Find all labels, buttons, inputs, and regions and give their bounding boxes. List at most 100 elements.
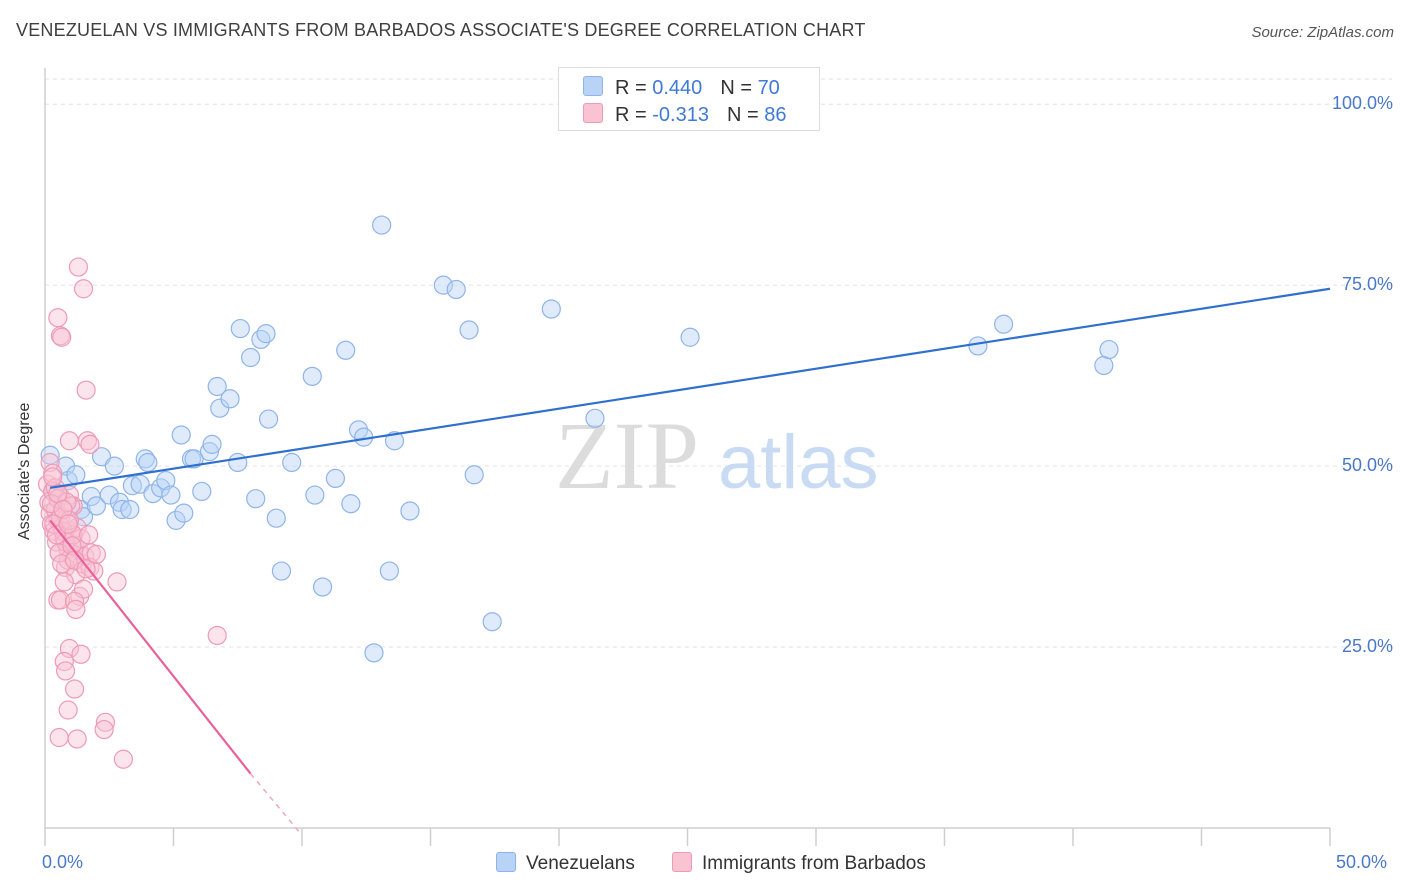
barbados-point — [64, 591, 85, 612]
r-value: 0.440 — [652, 77, 703, 99]
legend-row-barbados: R = -0.313 N = 86 — [583, 103, 786, 127]
legend-label: Immigrants from Barbados — [702, 853, 926, 874]
barbados-point — [58, 514, 78, 534]
y-tick-label: 75.0% — [1341, 274, 1393, 295]
barbados-point — [66, 599, 86, 620]
venezuelan-point — [464, 465, 484, 485]
venezuelan-point — [379, 561, 399, 581]
barbados-point — [113, 749, 133, 769]
venezuelan-point — [161, 485, 181, 505]
venezuelan-point — [541, 299, 561, 319]
legend-swatch-blue — [583, 76, 603, 96]
n-label: N = — [726, 104, 765, 126]
venezuelan-point — [112, 499, 132, 520]
venezuelan-point — [230, 318, 250, 339]
venezuelan-point — [228, 452, 248, 473]
venezuelan-point — [192, 481, 212, 502]
venezuelan-point — [482, 612, 502, 632]
n-label: N = — [720, 77, 758, 99]
x-tick-label-max: 50.0% — [1336, 852, 1388, 872]
y-tick-label: 100.0% — [1331, 93, 1393, 114]
barbados-point — [41, 494, 62, 514]
venezuelan-trend-line — [49, 287, 1331, 489]
barbados-trend-line-dashed — [250, 773, 303, 836]
barbados-point — [79, 525, 99, 545]
venezuelan-point — [202, 434, 222, 454]
y-tick-label: 50.0% — [1341, 455, 1393, 476]
venezuelan-point — [400, 501, 420, 521]
barbados-point — [50, 326, 71, 346]
barbados-point — [48, 308, 68, 328]
barbados-point — [50, 590, 71, 610]
venezuelan-point — [364, 643, 384, 663]
venezuelan-point — [156, 470, 176, 491]
venezuelan-point — [130, 474, 150, 494]
barbados-point — [52, 327, 72, 347]
venezuelan-point — [968, 336, 988, 356]
legend-item-venezuelans: Venezuelans — [496, 852, 635, 875]
venezuelan-point — [1094, 355, 1114, 376]
legend-label: Venezuelans — [526, 853, 635, 874]
venezuelan-point — [246, 489, 266, 509]
venezuelan-point — [585, 408, 605, 428]
correlation-legend: R = 0.440 N = 70 R = -0.313 N = 86 — [558, 67, 820, 131]
venezuelan-point — [1099, 339, 1119, 360]
venezuelan-point — [266, 508, 286, 528]
barbados-point — [77, 431, 98, 451]
venezuelan-point — [325, 468, 346, 488]
barbados-point — [55, 661, 76, 681]
venezuelan-point — [104, 456, 124, 476]
venezuelan-point — [341, 494, 361, 514]
barbados-point — [73, 279, 94, 299]
barbados-point — [53, 499, 73, 520]
venezuelan-point — [66, 465, 86, 485]
venezuelan-point — [171, 425, 191, 445]
venezuelan-point — [220, 389, 240, 409]
legend-item-barbados: Immigrants from Barbados — [672, 852, 926, 875]
y-axis-label: Associate's Degree — [16, 402, 33, 540]
barbados-point — [95, 712, 115, 732]
venezuelan-point — [138, 452, 158, 473]
venezuelan-point — [91, 447, 112, 467]
barbados-point — [76, 380, 96, 400]
barbados-point — [94, 719, 114, 740]
barbados-point — [86, 544, 107, 565]
venezuelan-point — [207, 376, 227, 397]
barbados-point — [76, 559, 96, 579]
venezuelan-point — [184, 449, 204, 469]
data-points — [37, 215, 1119, 769]
barbados-point — [80, 434, 100, 454]
source-label: Source: ZipAtlas.com — [1251, 24, 1394, 41]
legend-swatch-pink — [672, 852, 692, 872]
venezuelan-point — [120, 499, 140, 520]
venezuelan-point — [99, 485, 119, 505]
venezuelan-point — [135, 449, 155, 469]
venezuelan-point — [459, 320, 479, 340]
venezuelan-point — [282, 452, 302, 473]
barbados-point — [64, 679, 85, 699]
venezuelan-point — [271, 561, 292, 581]
barbados-point — [58, 700, 78, 720]
venezuelan-point — [251, 329, 271, 350]
venezuelan-point — [433, 275, 453, 295]
barbados-point — [59, 431, 80, 451]
barbados-point — [43, 467, 63, 487]
venezuelan-point — [680, 327, 700, 347]
venezuelan-point — [305, 485, 325, 505]
r-label: R = — [615, 77, 653, 99]
chart-title: VENEZUELAN VS IMMIGRANTS FROM BARBADOS A… — [16, 20, 866, 40]
r-label: R = — [615, 104, 653, 126]
barbados-point — [54, 572, 74, 592]
n-value: 86 — [764, 104, 787, 126]
venezuelan-point — [302, 366, 322, 386]
barbados-point — [84, 561, 104, 581]
legend-row-venezuelans: R = 0.440 N = 70 — [583, 76, 780, 100]
barbados-point — [71, 644, 91, 664]
barbados-point — [67, 729, 87, 749]
venezuelan-point — [446, 279, 466, 300]
watermark-zip: ZIP — [555, 402, 699, 509]
barbados-point — [107, 572, 127, 592]
venezuelan-point — [86, 496, 107, 516]
legend-swatch-pink — [583, 103, 603, 123]
